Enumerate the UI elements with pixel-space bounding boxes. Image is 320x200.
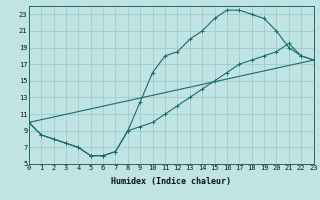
X-axis label: Humidex (Indice chaleur): Humidex (Indice chaleur) bbox=[111, 177, 231, 186]
